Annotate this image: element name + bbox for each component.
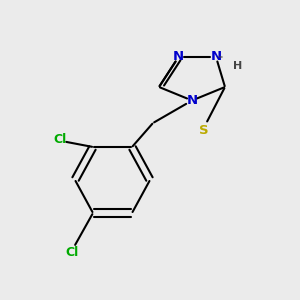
Text: S: S (199, 124, 209, 137)
Text: H: H (232, 61, 242, 71)
Text: Cl: Cl (65, 245, 79, 259)
Text: Cl: Cl (53, 133, 67, 146)
Text: N: N (173, 50, 184, 64)
Text: N: N (210, 50, 222, 64)
Text: N: N (186, 94, 198, 107)
